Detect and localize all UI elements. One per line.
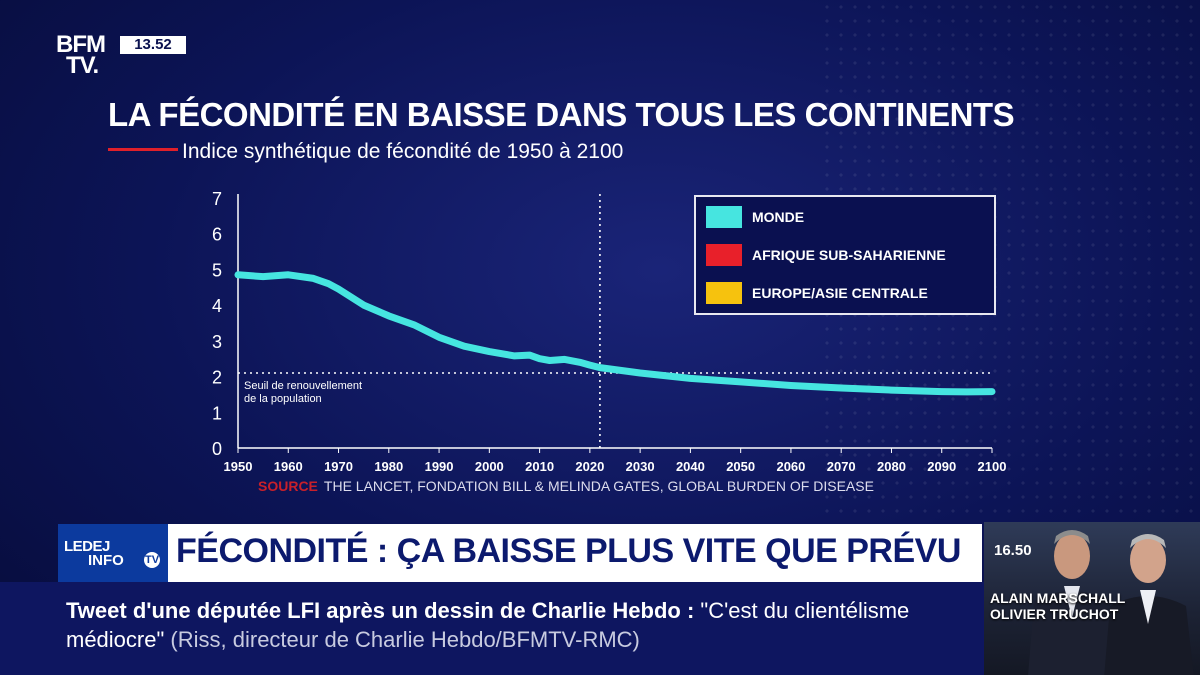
clock: 13.52 — [120, 36, 186, 54]
logo-line1: BFM — [56, 31, 106, 58]
x-tick-label: 2080 — [877, 459, 906, 474]
x-tick-label: 2100 — [978, 459, 1007, 474]
x-tick-label: 2090 — [927, 459, 956, 474]
x-tick-label: 1950 — [224, 459, 253, 474]
replacement-threshold-label-1: Seuil de renouvellement — [244, 380, 362, 392]
source-keyword: SOURCE — [258, 478, 318, 494]
banner-headline: FÉCONDITÉ : ÇA BAISSE PLUS VITE QUE PRÉV… — [176, 532, 961, 570]
x-tick-label: 2040 — [676, 459, 705, 474]
legend-item-afrique: AFRIQUE SUB-SAHARIENNE — [706, 243, 946, 267]
show-logo-part2: INFO — [88, 552, 124, 569]
chart-subtitle: Indice synthétique de fécondité de 1950 … — [182, 140, 624, 163]
x-tick-label: 2030 — [626, 459, 655, 474]
replacement-threshold-label-2: de la population — [244, 393, 322, 405]
legend-swatch-monde — [706, 206, 742, 228]
show-logo-part1: LEDEJ — [64, 538, 110, 555]
source-text: THE LANCET, FONDATION BILL & MELINDA GAT… — [323, 478, 874, 494]
x-tick-label: 2070 — [827, 459, 856, 474]
legend-item-monde: MONDE — [706, 205, 804, 229]
y-tick-label: 0 — [212, 439, 222, 459]
y-tick-label: 7 — [212, 189, 222, 209]
presenter-right — [1104, 534, 1194, 675]
ticker-quote: "C'est du clientélisme médiocre" — [66, 598, 910, 652]
chart-legend: MONDE AFRIQUE SUB-SAHARIENNE EUROPE/ASIE… — [694, 195, 996, 315]
x-tick-label: 1960 — [274, 459, 303, 474]
ticker-attribution: (Riss, directeur de Charlie Hebdo/BFMTV-… — [170, 627, 640, 652]
logo-line2: TV. — [66, 52, 99, 79]
title-accent-rule — [108, 148, 178, 151]
ticker-text: Tweet d'une députée LFI après un dessin … — [66, 596, 966, 654]
presenter-name-1: ALAIN MARSCHALL — [990, 590, 1126, 606]
legend-item-europe: EUROPE/ASIE CENTRALE — [706, 281, 928, 305]
presenters-panel: 16.50 ALAIN MARSCHALL OLIVIER TRUCHOT — [984, 522, 1200, 675]
x-tick-label: 2010 — [525, 459, 554, 474]
series-lines — [234, 271, 996, 396]
x-tick-label: 1980 — [374, 459, 403, 474]
chart-title: LA FÉCONDITÉ EN BAISSE DANS TOUS LES CON… — [108, 96, 1015, 133]
y-tick-label: 3 — [212, 332, 222, 352]
line-chart: 0 1 2 3 4 5 6 7 1950 1960 1970 1980 1990 2000 2010 202… — [212, 189, 1007, 474]
y-tick-label: 2 — [212, 368, 222, 388]
presenters-time: 16.50 — [994, 542, 1032, 559]
legend-swatch-europe — [706, 282, 742, 304]
ticker-separator: : — [686, 598, 695, 623]
channel-logo: BFM TV. — [56, 31, 106, 79]
y-tick-label: 5 — [212, 260, 222, 280]
legend-label-monde: MONDE — [752, 209, 805, 225]
series-line-0 — [234, 271, 996, 396]
y-tick-label: 4 — [212, 296, 222, 316]
x-tick-label: 1970 — [324, 459, 353, 474]
y-tick-label: 1 — [212, 403, 222, 423]
news-ticker: Tweet d'une députée LFI après un dessin … — [0, 582, 984, 675]
show-logo-badge: TV — [144, 552, 160, 568]
show-logo: LEDEJ INFO TV — [58, 524, 168, 582]
y-tick-label: 6 — [212, 225, 222, 245]
ticker-headline: Tweet d'une députée LFI après un dessin … — [66, 598, 681, 623]
presenter-left — [1028, 530, 1114, 675]
legend-label-europe: EUROPE/ASIE CENTRALE — [752, 285, 928, 301]
x-tick-label: 1990 — [425, 459, 454, 474]
x-axis-labels: 1950 1960 1970 1980 1990 2000 2010 2020 2030 2040… — [224, 459, 1007, 474]
x-tick-label: 2020 — [575, 459, 604, 474]
legend-label-afrique: AFRIQUE SUB-SAHARIENNE — [752, 247, 946, 263]
x-tick-label: 2060 — [776, 459, 805, 474]
presenter-name-2: OLIVIER TRUCHOT — [990, 606, 1119, 622]
y-axis-labels: 0 1 2 3 4 5 6 7 — [212, 189, 222, 459]
x-axis-ticks — [237, 448, 993, 453]
x-tick-label: 2050 — [726, 459, 755, 474]
headline-banner: LEDEJ INFO TV FÉCONDITÉ : ÇA BAISSE PLUS… — [58, 524, 982, 582]
legend-swatch-afrique — [706, 244, 742, 266]
presenters-names: ALAIN MARSCHALL OLIVIER TRUCHOT — [990, 590, 1125, 622]
chart-source: SOURCE THE LANCET, FONDATION BILL & MELIN… — [258, 478, 874, 494]
x-tick-label: 2000 — [475, 459, 504, 474]
